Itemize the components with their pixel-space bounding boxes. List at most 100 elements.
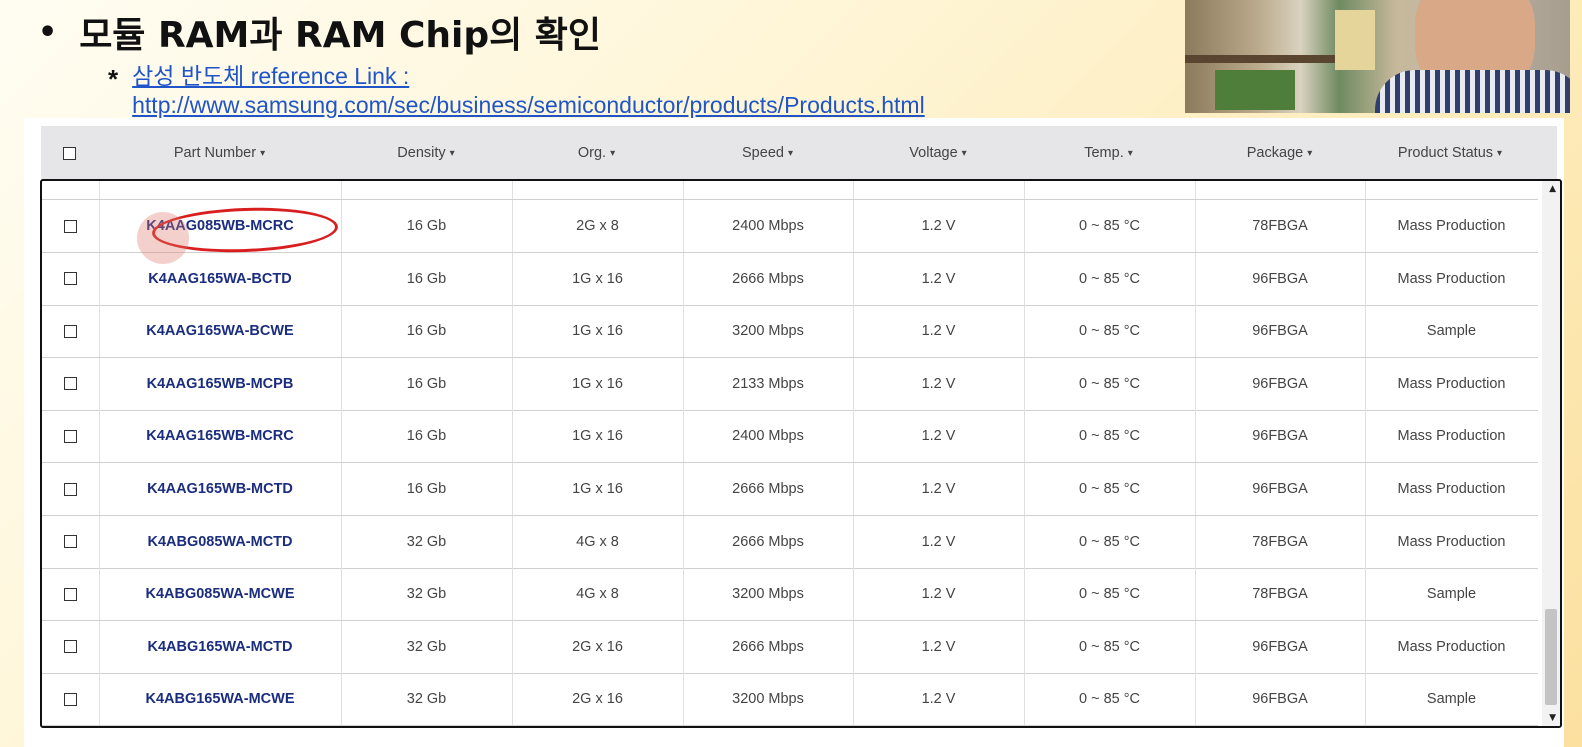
reference-link-block: * 삼성 반도체 reference Link : http://www.sam… bbox=[108, 62, 925, 120]
status-cell: Mass Production bbox=[1397, 481, 1506, 497]
column-header-density[interactable]: Density ▾ bbox=[341, 126, 511, 180]
org-cell: 1G x 16 bbox=[512, 252, 684, 305]
part-number-link[interactable]: K4ABG165WA-MCTD bbox=[99, 620, 342, 673]
package-cell: 78FBGA bbox=[1195, 515, 1366, 568]
product-table: Part Number ▾ Density ▾ Org. ▾ Speed ▾ Volta… bbox=[24, 118, 1564, 747]
part-number-link[interactable]: K4AAG165WB-MCTD bbox=[99, 463, 342, 515]
speed-cell: 3200 Mbps bbox=[683, 568, 854, 621]
row-checkbox[interactable] bbox=[64, 324, 77, 338]
package-cell: 96FBGA bbox=[1195, 620, 1366, 673]
table-row: K4ABG165WA-MCWE 32 Gb 2G x 16 3200 Mbps 1.2 … bbox=[42, 673, 1538, 726]
column-header-part-number[interactable]: Part Number ▾ bbox=[98, 126, 341, 180]
row-checkbox-cell bbox=[42, 305, 100, 358]
status-cell: Mass Production bbox=[1397, 270, 1506, 287]
reference-link-label: 삼성 반도체 reference Link : bbox=[132, 63, 410, 89]
status-cell: Sample bbox=[1426, 691, 1477, 708]
voltage-cell: 1.2 V bbox=[853, 673, 1025, 726]
density-cell: 32 Gb bbox=[341, 620, 513, 673]
table-row: K4ABG085WA-MCWE 32 Gb 4G x 8 3200 Mbps 1.2 V… bbox=[42, 568, 1538, 622]
part-number-link[interactable]: K4AAG085WB-MCRC bbox=[99, 200, 342, 252]
sort-caret-icon: ▾ bbox=[1497, 147, 1503, 159]
vertical-scrollbar[interactable]: ▲ ▼ bbox=[1542, 181, 1560, 726]
part-number-link[interactable]: K4ABG085WA-MCTD bbox=[99, 515, 342, 568]
row-checkbox[interactable] bbox=[64, 219, 77, 233]
sort-caret-icon: ▾ bbox=[610, 147, 616, 159]
column-label: Voltage bbox=[909, 145, 958, 161]
part-number-link[interactable]: K4AAG165WA-BCTD bbox=[99, 252, 342, 305]
temp-cell: 0 ~ 85 °C bbox=[1024, 463, 1196, 515]
column-header-package[interactable]: Package ▾ bbox=[1194, 126, 1365, 180]
temp-cell: 0 ~ 85 °C bbox=[1024, 410, 1196, 463]
column-header-voltage[interactable]: Voltage ▾ bbox=[853, 126, 1023, 180]
table-header: Part Number ▾ Density ▾ Org. ▾ Speed ▾ Volta… bbox=[41, 126, 1557, 181]
table-row: K4AAG165WB-MCTD 16 Gb 1G x 16 2666 Mbps 1.2 … bbox=[42, 463, 1538, 516]
speed-cell: 2666 Mbps bbox=[683, 620, 854, 673]
row-checkbox[interactable] bbox=[64, 535, 77, 549]
temp-cell: 0 ~ 85 °C bbox=[1024, 568, 1196, 621]
row-checkbox-cell bbox=[42, 463, 100, 515]
voltage-cell: 1.2 V bbox=[853, 620, 1025, 673]
slide-title-text: 모듈 RAM과 RAM Chip의 확인 bbox=[79, 15, 602, 56]
status-cell: Sample bbox=[1426, 323, 1477, 340]
column-header-temp[interactable]: Temp. ▾ bbox=[1023, 126, 1194, 180]
row-checkbox[interactable] bbox=[64, 587, 77, 601]
part-number-link[interactable]: K4ABG085WA-MCWE bbox=[99, 568, 342, 621]
temp-cell: 0 ~ 85 °C bbox=[1024, 357, 1196, 410]
presenter-webcam bbox=[1185, 0, 1570, 113]
row-checkbox[interactable] bbox=[64, 377, 77, 391]
density-cell: 32 Gb bbox=[341, 515, 513, 568]
reference-link-url: http://www.samsung.com/sec/business/semi… bbox=[132, 92, 925, 118]
row-checkbox[interactable] bbox=[64, 692, 77, 706]
row-checkbox[interactable] bbox=[64, 429, 77, 443]
speed-cell: 2133 Mbps bbox=[683, 357, 854, 410]
package-cell: 96FBGA bbox=[1195, 357, 1366, 410]
part-number-link[interactable]: K4AAG165WB-MCRC bbox=[99, 410, 342, 463]
select-all-checkbox[interactable] bbox=[63, 146, 76, 160]
row-checkbox[interactable] bbox=[64, 482, 77, 496]
org-cell: 1G x 16 bbox=[512, 463, 684, 515]
row-checkbox[interactable] bbox=[64, 640, 77, 654]
row-checkbox-cell bbox=[42, 200, 100, 252]
speed-cell: 3200 Mbps bbox=[683, 673, 854, 726]
org-cell: 4G x 8 bbox=[512, 515, 684, 568]
temp-cell: 0 ~ 85 °C bbox=[1024, 200, 1196, 252]
scroll-down-icon[interactable]: ▼ bbox=[1549, 713, 1556, 723]
package-cell: 96FBGA bbox=[1195, 252, 1366, 305]
speed-cell: 2666 Mbps bbox=[683, 252, 854, 305]
row-checkbox-cell bbox=[42, 515, 100, 568]
status-cell: Mass Production bbox=[1397, 428, 1506, 445]
scroll-up-icon[interactable]: ▲ bbox=[1549, 184, 1556, 194]
bullet-icon: • bbox=[38, 14, 58, 50]
table-row: K4AAG165WA-BCTD 16 Gb 1G x 16 2666 Mbps 1.2 … bbox=[42, 252, 1538, 306]
row-checkbox-cell bbox=[42, 357, 100, 410]
row-checkbox[interactable] bbox=[64, 272, 77, 286]
column-label: Package bbox=[1246, 145, 1304, 161]
package-cell: 78FBGA bbox=[1195, 200, 1366, 252]
scrollbar-thumb[interactable] bbox=[1545, 609, 1557, 705]
temp-cell: 0 ~ 85 °C bbox=[1024, 673, 1196, 726]
column-header-product-status[interactable]: Product Status ▾ bbox=[1365, 126, 1535, 180]
column-label: Product Status bbox=[1397, 145, 1494, 161]
table-row: K4AAG165WB-MCPB 16 Gb 1G x 16 2133 Mbps 1.2 … bbox=[42, 357, 1538, 411]
package-cell: 96FBGA bbox=[1195, 463, 1366, 515]
column-header-org[interactable]: Org. ▾ bbox=[511, 126, 682, 180]
status-cell: Mass Production bbox=[1397, 533, 1506, 550]
density-cell: 32 Gb bbox=[341, 568, 513, 621]
temp-cell: 0 ~ 85 °C bbox=[1024, 515, 1196, 568]
table-body[interactable]: K4AAG085WB-MCRC 16 Gb 2G x 8 2400 Mbps 1.2 V… bbox=[40, 179, 1562, 728]
voltage-cell: 1.2 V bbox=[853, 410, 1025, 463]
row-checkbox-cell bbox=[42, 252, 100, 305]
part-number-link[interactable]: K4AAG165WB-MCPB bbox=[99, 357, 342, 410]
speed-cell: 2400 Mbps bbox=[683, 200, 854, 252]
part-number-link[interactable]: K4AAG165WA-BCWE bbox=[99, 305, 342, 358]
samsung-reference-link[interactable]: 삼성 반도체 reference Link : http://www.samsu… bbox=[132, 62, 925, 120]
part-number-link[interactable]: K4ABG165WA-MCWE bbox=[99, 673, 342, 726]
density-cell: 16 Gb bbox=[341, 305, 513, 358]
column-header-speed[interactable]: Speed ▾ bbox=[682, 126, 853, 180]
row-checkbox-cell bbox=[42, 673, 100, 726]
temp-cell: 0 ~ 85 °C bbox=[1024, 252, 1196, 305]
package-cell: 96FBGA bbox=[1195, 410, 1366, 463]
mouse-cursor-highlight bbox=[137, 212, 189, 264]
density-cell: 16 Gb bbox=[341, 357, 513, 410]
column-label: Org. bbox=[577, 145, 607, 161]
